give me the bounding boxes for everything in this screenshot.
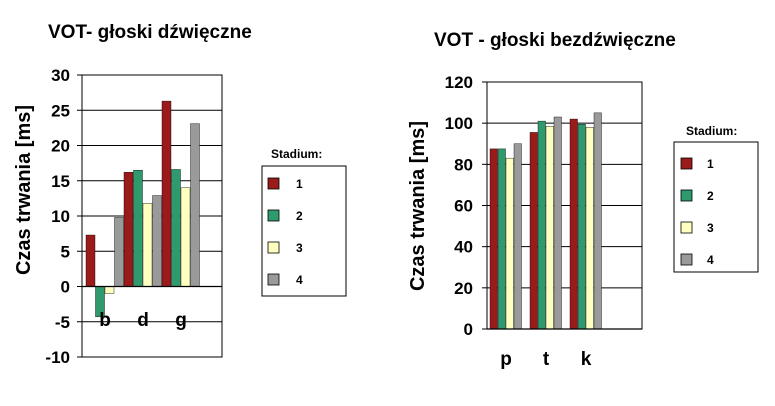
y-tick-label: 25 <box>51 101 70 120</box>
chart-title: VOT- głoski dźwięczne <box>48 22 252 43</box>
y-tick-label: 0 <box>61 278 70 297</box>
bar-p-series-1 <box>489 148 498 330</box>
y-tick-label: 20 <box>51 137 70 156</box>
bar-t-series-3 <box>545 126 554 330</box>
y-tick-label: 10 <box>51 207 70 226</box>
legend-label: 2 <box>296 209 303 223</box>
bar-g-series-3 <box>180 187 191 287</box>
legend-label: 3 <box>707 221 714 235</box>
legend-swatch-1 <box>680 157 693 170</box>
legend-label: 3 <box>296 241 303 255</box>
category-label: b <box>99 310 111 331</box>
bar-b-series-4 <box>114 217 124 287</box>
y-tick-label: -10 <box>45 348 70 367</box>
bar-g-series-4 <box>190 123 200 287</box>
legend-label: 2 <box>707 189 714 203</box>
chart-2: VOT - głoski bezdźwięczne 120 100 80 60 40 20 0… <box>407 30 759 370</box>
y-tick-label: 15 <box>51 172 70 191</box>
legend-swatch-2 <box>680 189 693 202</box>
bar-b-series-1 <box>85 234 96 287</box>
bar-d-series-2 <box>133 169 143 287</box>
y-tick-label: 80 <box>454 155 473 174</box>
bar-p-series-4 <box>513 143 522 330</box>
category-label: p <box>500 349 512 370</box>
bar-k-series-4 <box>593 112 602 330</box>
category-label: k <box>581 349 592 370</box>
legend-label: 1 <box>707 157 714 171</box>
legend-title: Stadium: <box>271 147 322 161</box>
y-tick-label: 40 <box>454 238 473 257</box>
y-axis-label: Czas trwania [ms] <box>13 105 35 275</box>
bar-k-series-2 <box>577 123 586 330</box>
legend-label: 4 <box>707 253 714 267</box>
chart-1: VOT- głoski dźwięczne 30 25 20 15 10 5 0 -5 -10 b d… <box>13 22 347 367</box>
bar-p-series-2 <box>497 148 506 330</box>
y-tick-label: -5 <box>55 313 70 332</box>
y-tick-label: 30 <box>51 66 70 85</box>
legend-swatch-2 <box>267 209 280 222</box>
category-label: g <box>175 310 187 331</box>
legend-swatch-3 <box>680 221 693 234</box>
legend-label: 4 <box>296 273 303 287</box>
legend-swatch-3 <box>267 241 280 254</box>
bar-d-series-3 <box>142 203 153 287</box>
bar-d-series-4 <box>152 195 162 287</box>
legend-swatch-4 <box>680 253 693 266</box>
bar-g-series-2 <box>171 169 181 287</box>
legend-swatch-4 <box>267 273 280 286</box>
bar-d-series-1 <box>123 172 134 287</box>
y-tick-label: 100 <box>445 114 473 133</box>
legend-swatch-1 <box>267 177 280 190</box>
y-tick-label: 0 <box>464 320 473 339</box>
bar-t-series-2 <box>537 120 546 330</box>
bar-p-series-3 <box>505 157 514 330</box>
bar-k-series-1 <box>569 118 578 330</box>
category-label: d <box>137 310 149 331</box>
chart-title: VOT - głoski bezdźwięczne <box>434 30 676 51</box>
legend-label: 1 <box>296 177 303 191</box>
y-axis-label: Czas trwania [ms] <box>407 121 429 291</box>
category-label: t <box>543 349 550 370</box>
bar-b-series-3 <box>104 286 115 294</box>
y-tick-label: 5 <box>61 242 70 261</box>
y-tick-label: 60 <box>454 197 473 216</box>
y-tick-label: 20 <box>454 279 473 298</box>
bar-g-series-1 <box>161 100 172 287</box>
y-tick-label: 120 <box>445 73 473 92</box>
bar-k-series-3 <box>585 127 594 330</box>
legend-title: Stadium: <box>686 124 737 138</box>
bar-t-series-4 <box>553 116 562 330</box>
bar-t-series-1 <box>529 132 538 330</box>
